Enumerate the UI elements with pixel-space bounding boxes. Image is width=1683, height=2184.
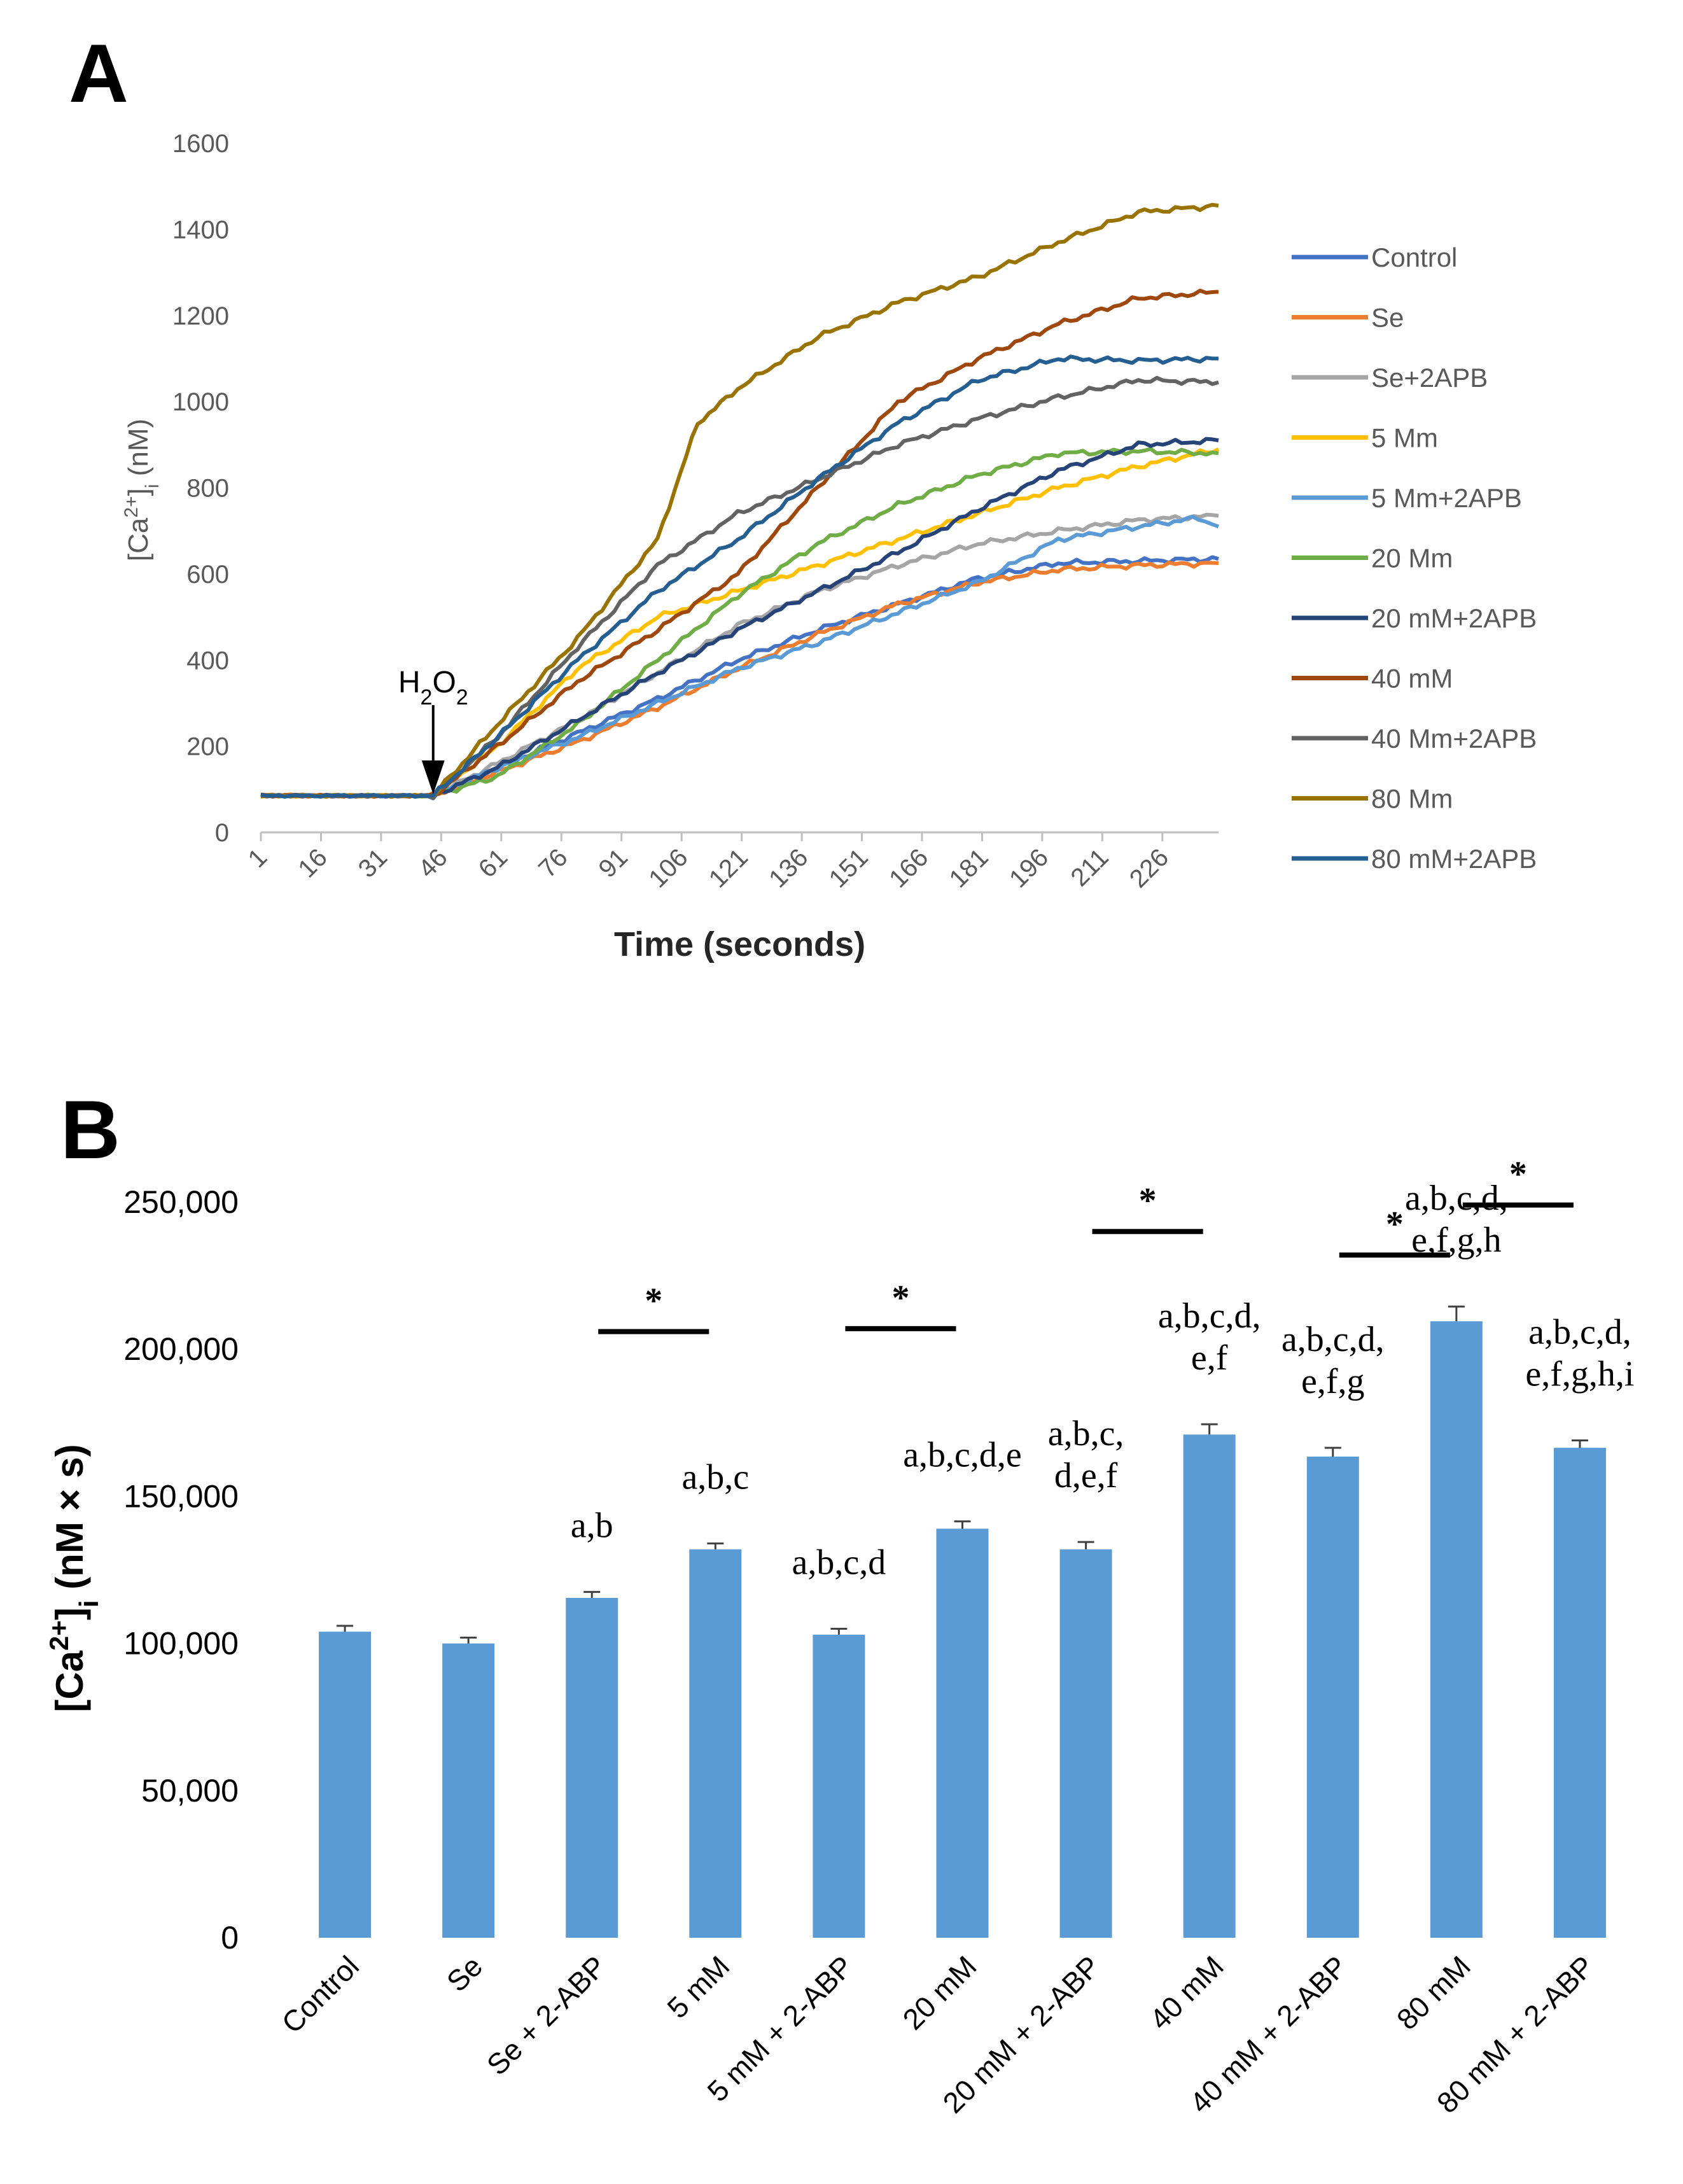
legend-label: 80 Mm xyxy=(1371,784,1453,814)
bar-6 xyxy=(1059,1549,1112,1938)
significance-star: * xyxy=(1509,1155,1527,1194)
x-tick-label: 196 xyxy=(1004,843,1054,893)
y-tick-label: 0 xyxy=(215,819,229,847)
x-tick-label: 121 xyxy=(704,843,753,893)
x-tick-label: 20 mM xyxy=(896,1949,982,2036)
x-tick-label: 80 mM xyxy=(1390,1949,1477,2036)
series-line-80-mm-2apb xyxy=(260,354,1219,799)
y-axis-title: [Ca2+]i (nM) xyxy=(121,419,163,561)
legend-label: Se+2APB xyxy=(1371,363,1488,393)
x-tick-label: 5 mM xyxy=(660,1949,736,2024)
x-tick-label: 46 xyxy=(413,843,453,883)
bar-chart-calcium-integral: 0 50,000 100,000 150,000 200,000 250,000 [Ca2+… xyxy=(44,1155,1635,2120)
bar-9 xyxy=(1430,1321,1483,1938)
x-tick-label: Control xyxy=(275,1949,365,2040)
legend-label: 80 mM+2APB xyxy=(1371,844,1537,874)
x-tick-label: Se + 2-ABP xyxy=(480,1949,613,2082)
panel-b-label: B xyxy=(60,1083,120,1176)
legend-label: 40 mM xyxy=(1371,664,1453,694)
significance-label: a,b,c xyxy=(681,1457,749,1497)
y-tick-label: 100,000 xyxy=(123,1626,239,1662)
significance-label: a,b,c,d, xyxy=(1158,1296,1261,1336)
x-tick-label: 76 xyxy=(533,843,573,883)
significance-star: * xyxy=(1139,1181,1157,1221)
x-tick-label: Se xyxy=(440,1949,489,1998)
series-line-40-mm-2apb xyxy=(260,375,1219,801)
y-tick-label: 1400 xyxy=(172,216,229,244)
y-tick-label: 0 xyxy=(221,1920,239,1956)
bar-10 xyxy=(1553,1448,1606,1938)
y-axis-title: [Ca2+]i (nM × s) xyxy=(44,1444,104,1712)
legend-label: 20 mM+2APB xyxy=(1371,603,1537,633)
y-tick-label: 50,000 xyxy=(141,1773,239,1809)
bar-5 xyxy=(936,1529,989,1938)
y-tick-label: 1200 xyxy=(172,302,229,330)
legend-label: 5 Mm+2APB xyxy=(1371,483,1522,513)
bar-4 xyxy=(813,1634,865,1938)
series-line-se-2apb xyxy=(260,512,1219,799)
significance-label: e,f xyxy=(1191,1338,1228,1378)
legend-label: 5 Mm xyxy=(1371,423,1438,453)
bar-2 xyxy=(566,1597,618,1938)
line-chart-calcium-over-time: 0 200 400 600 800 1000 1200 1400 1600 1 16 31 46 61 76… xyxy=(121,130,1537,963)
x-tick-label: 31 xyxy=(353,843,393,883)
significance-star: * xyxy=(1386,1205,1404,1244)
significance-label: e,f,g xyxy=(1301,1362,1365,1401)
y-tick-label: 1000 xyxy=(172,388,229,416)
significance-label: a,b,c,d,e xyxy=(903,1436,1022,1475)
x-tick-label: 40 mM xyxy=(1143,1949,1230,2036)
bar-3 xyxy=(689,1549,742,1938)
legend-label: Control xyxy=(1371,242,1457,272)
significance-label: e,f,g,h,i xyxy=(1525,1355,1634,1394)
bar-8 xyxy=(1306,1456,1359,1938)
x-tick-label: 136 xyxy=(764,843,813,893)
y-tick-label: 150,000 xyxy=(123,1478,239,1514)
y-tick-label: 600 xyxy=(186,561,229,589)
y-tick-label: 200,000 xyxy=(123,1331,239,1367)
significance-star: * xyxy=(891,1278,909,1318)
significance-label: a,b,c,d, xyxy=(1281,1320,1385,1359)
panel-a-label: A xyxy=(69,27,129,120)
significance-label: a,b xyxy=(571,1506,613,1546)
h2o2-arrow-head xyxy=(421,760,445,794)
y-tick-label: 1600 xyxy=(172,130,229,158)
x-tick-label: 61 xyxy=(473,843,513,883)
y-tick-label: 200 xyxy=(186,733,229,761)
x-tick-label: 211 xyxy=(1066,843,1114,892)
x-tick-label: 151 xyxy=(824,843,874,893)
significance-label: a,b,c,d, xyxy=(1405,1179,1508,1218)
x-axis-title: Time (seconds) xyxy=(614,925,865,963)
x-tick-label: 166 xyxy=(884,843,933,893)
series-line-40-mm xyxy=(260,288,1219,799)
x-tick-label: 16 xyxy=(293,843,333,883)
significance-label: a,b,c,d xyxy=(792,1543,886,1582)
bar-1 xyxy=(442,1643,495,1938)
significance-label: a,b,c,d, xyxy=(1528,1313,1631,1352)
significance-label: a,b,c, xyxy=(1048,1414,1124,1453)
h2o2-annotation: H2O2 xyxy=(398,666,468,710)
x-tick-label: 181 xyxy=(944,843,994,893)
bar-0 xyxy=(319,1632,372,1938)
legend-label: 20 Mm xyxy=(1371,543,1453,573)
y-tick-label: 250,000 xyxy=(123,1184,239,1220)
legend-label: 40 Mm+2APB xyxy=(1371,724,1537,753)
bar-7 xyxy=(1183,1434,1236,1938)
significance-star: * xyxy=(645,1281,662,1320)
series-line-80-mm xyxy=(260,202,1219,799)
y-tick-label: 800 xyxy=(186,475,229,503)
series-line-20-mm-2apb xyxy=(260,437,1219,799)
x-tick-label: 226 xyxy=(1124,843,1174,893)
y-tick-label: 400 xyxy=(186,647,229,675)
x-tick-label: 91 xyxy=(594,843,634,883)
legend-label: Se xyxy=(1371,303,1404,333)
significance-label: d,e,f xyxy=(1054,1456,1118,1495)
x-tick-label: 1 xyxy=(243,843,273,873)
x-tick-label: 106 xyxy=(643,843,693,893)
